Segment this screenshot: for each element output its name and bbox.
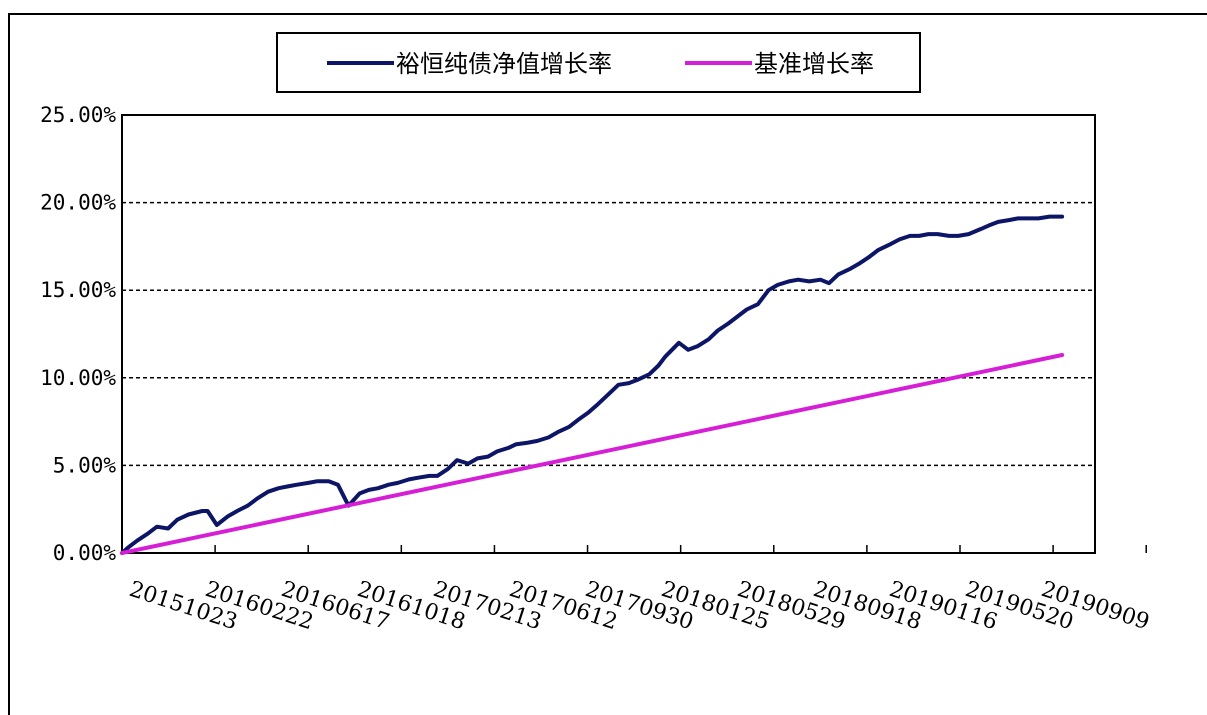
series-layer [120, 214, 1065, 555]
y-axis-ticks: 0.00% 5.00% 10.00% 15.00% 20.00% 25.00% [40, 103, 116, 565]
y-tick-label: 25.00% [40, 103, 116, 127]
y-tick-label: 20.00% [40, 191, 116, 215]
y-tick-label: 0.00% [53, 541, 117, 565]
x-axis-ticks: 2015102320160222201606172016101820170213… [126, 545, 1152, 635]
legend-label-nav: 裕恒纯债净值增长率 [396, 50, 612, 78]
plot-area [121, 114, 1096, 554]
y-tick-label: 10.00% [40, 366, 116, 390]
legend-label-benchmark: 基准增长率 [754, 50, 874, 78]
series-line-1 [120, 353, 1065, 555]
y-tick-label: 5.00% [53, 453, 117, 477]
series-line-0 [120, 214, 1065, 555]
gridlines [122, 201, 1095, 467]
legend: 裕恒纯债净值增长率 基准增长率 [276, 32, 921, 93]
y-tick-label: 15.00% [40, 278, 116, 302]
